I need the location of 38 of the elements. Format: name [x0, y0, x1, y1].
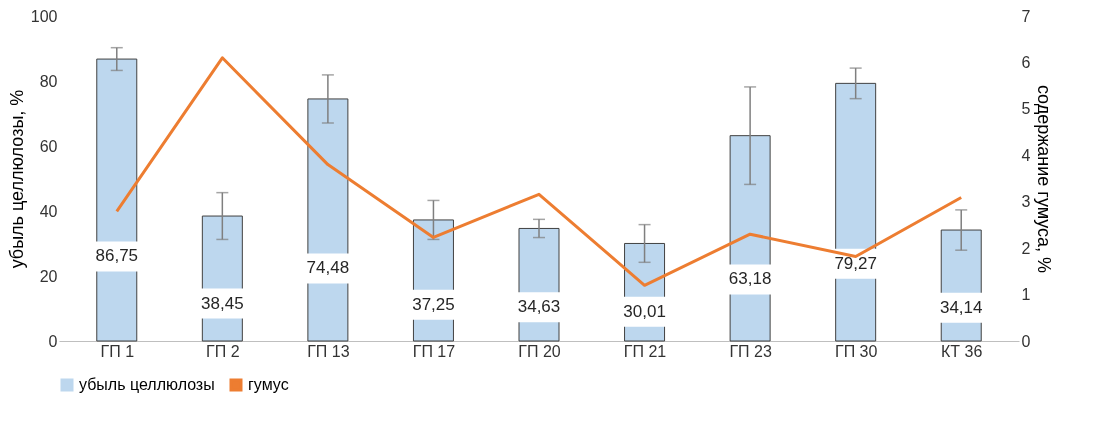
x-tick-label: ГП 30	[834, 342, 878, 360]
y-tick-label: 80	[39, 72, 58, 90]
x-tick-label: ГП 20	[518, 342, 561, 360]
data-label: 30,01	[623, 301, 666, 321]
legend-label: гумус	[248, 376, 289, 393]
y-tick-label: 0	[48, 332, 58, 350]
y2-axis-title: содержание гумуса, %	[1034, 84, 1055, 274]
data-label: 86,75	[95, 246, 139, 266]
bar	[96, 58, 138, 342]
y2-tick-label: 7	[1021, 7, 1031, 25]
y2-tick-label: 5	[1021, 100, 1031, 118]
legend-label: убыль целлюлозы	[79, 376, 215, 393]
y2-tick-label: 3	[1021, 193, 1031, 211]
x-tick-label: ГП 23	[729, 342, 772, 360]
x-tick-label: ГП 17	[412, 342, 456, 360]
data-label: 34,63	[517, 297, 561, 317]
data-label: 74,48	[306, 258, 350, 278]
x-tick-label: КТ 36	[941, 342, 983, 360]
x-tick-label: ГП 21	[623, 342, 667, 360]
x-tick-label: ГП 1	[100, 342, 135, 360]
data-label: 34,14	[939, 297, 983, 317]
x-tick-label: ГП 13	[307, 342, 350, 360]
y-axis-title: убыль целлюлозы, %	[6, 89, 27, 269]
y-tick-label: 40	[39, 202, 58, 220]
y-tick-label: 60	[39, 137, 58, 155]
y2-tick-label: 2	[1021, 239, 1031, 257]
y-tick-label: 100	[30, 7, 58, 25]
y2-tick-label: 1	[1021, 286, 1031, 304]
data-label: 79,27	[834, 253, 877, 273]
y2-tick-label: 4	[1021, 146, 1031, 164]
bar	[835, 82, 877, 342]
x-tick-label: ГП 2	[206, 342, 240, 360]
data-label: 63,18	[728, 269, 772, 289]
y2-tick-label: 0	[1021, 332, 1031, 350]
data-label: 38,45	[201, 293, 244, 313]
data-label: 37,25	[412, 294, 455, 314]
y-tick-label: 20	[39, 267, 58, 285]
y2-tick-label: 6	[1021, 53, 1031, 71]
